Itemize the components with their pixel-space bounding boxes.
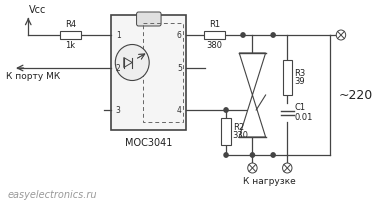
Circle shape [336, 30, 346, 40]
Circle shape [115, 44, 149, 81]
Polygon shape [239, 53, 265, 95]
Text: К порту МК: К порту МК [6, 72, 60, 81]
Text: 1: 1 [116, 31, 121, 40]
Text: 380: 380 [207, 41, 223, 50]
Text: C1: C1 [295, 103, 306, 112]
Bar [111, 15, 186, 130]
Circle shape [250, 153, 255, 157]
Text: R3: R3 [294, 69, 305, 78]
Circle shape [271, 153, 275, 157]
Circle shape [271, 33, 275, 37]
Bar [205, 31, 225, 39]
Text: easyelectronics.ru: easyelectronics.ru [8, 190, 97, 200]
Text: 2: 2 [116, 64, 121, 73]
Text: 3: 3 [116, 106, 121, 114]
Text: 0.01: 0.01 [295, 113, 313, 122]
Circle shape [224, 108, 228, 112]
Bar [143, 23, 183, 122]
Text: ~220: ~220 [339, 88, 373, 101]
Text: Vcc: Vcc [29, 5, 47, 15]
Text: 6: 6 [177, 31, 182, 40]
Text: MOC3041: MOC3041 [125, 138, 173, 148]
Circle shape [248, 163, 257, 173]
Text: 4: 4 [177, 106, 182, 114]
Text: 330: 330 [233, 131, 249, 140]
Circle shape [283, 163, 292, 173]
Text: R1: R1 [209, 20, 220, 29]
Text: 1k: 1k [65, 41, 76, 50]
Bar [60, 31, 81, 39]
Polygon shape [239, 95, 265, 137]
Bar [283, 60, 292, 95]
Circle shape [241, 33, 245, 37]
Circle shape [224, 153, 228, 157]
Text: 5: 5 [177, 64, 182, 73]
FancyBboxPatch shape [136, 12, 161, 26]
Text: R2: R2 [233, 123, 244, 132]
Text: К нагрузке: К нагрузке [244, 177, 296, 186]
Text: R4: R4 [65, 20, 76, 29]
Bar [221, 118, 231, 145]
Text: 39: 39 [294, 77, 305, 86]
Polygon shape [124, 57, 132, 68]
